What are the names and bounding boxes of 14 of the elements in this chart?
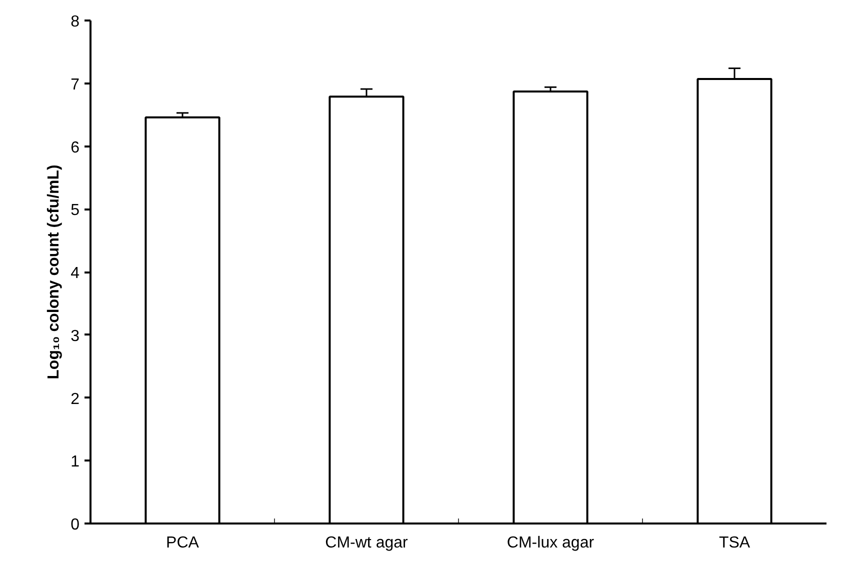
y-tick-label: 7 [70,76,80,94]
y-tick-label: 1 [70,454,80,471]
x-tick-label: CM-wt agar [325,534,409,552]
x-tick-label: PCA [166,534,200,552]
x-tick-label: TSA [718,534,750,552]
y-tick-label: 6 [70,139,80,156]
y-tick-label: 5 [70,202,80,220]
y-tick-label: 2 [70,390,80,408]
y-tick-label: 0 [70,516,80,534]
y-tick-label: 4 [70,265,80,282]
y-tick-label: 3 [70,328,80,345]
y-tick-label: 8 [70,14,80,30]
y-axis-title: Log₁₀ colony count (cfu/mL) [46,164,63,380]
x-tick-label: CM-lux agar [506,534,595,552]
